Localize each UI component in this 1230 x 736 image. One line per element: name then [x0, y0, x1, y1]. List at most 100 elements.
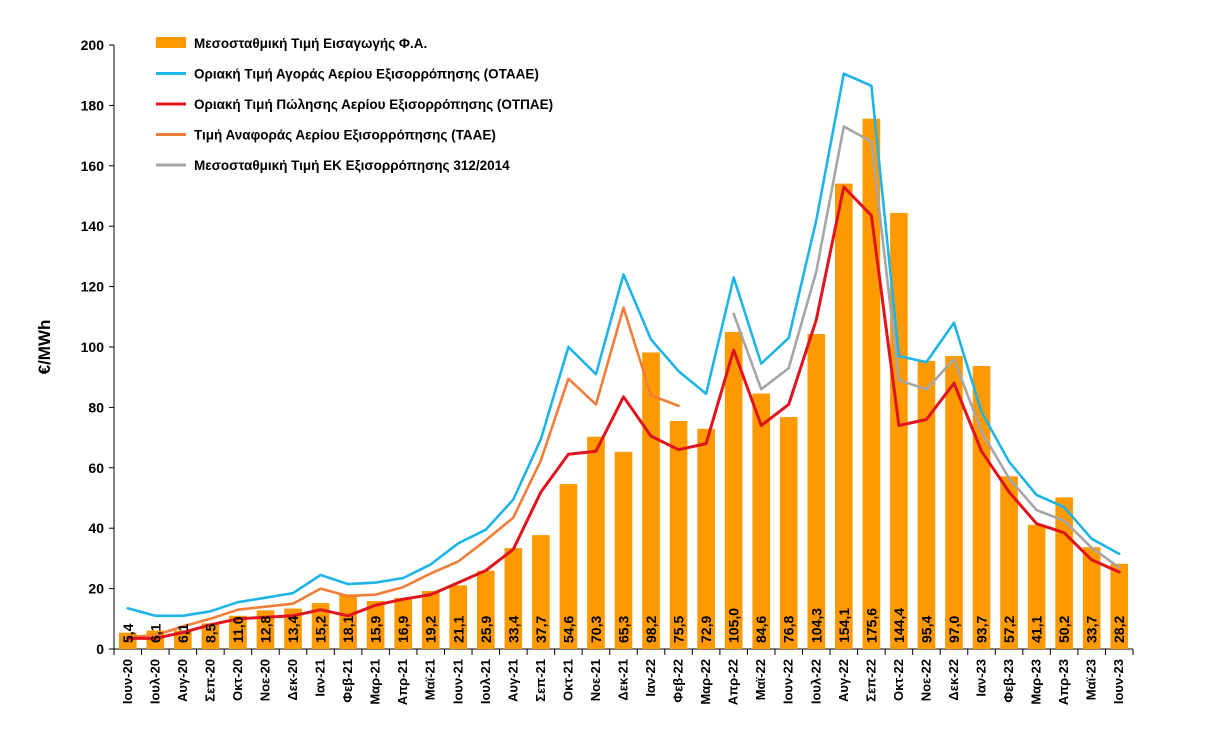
bar [229, 615, 247, 649]
bar [1082, 547, 1101, 649]
bar [559, 484, 578, 649]
bar [256, 610, 275, 649]
x-tick-label: Νοε-22 [918, 659, 933, 701]
bar-data-label: 11,0 [230, 616, 246, 643]
x-tick-label: Οκτ-22 [891, 659, 906, 701]
x-tick-label: Δεκ-20 [285, 659, 300, 701]
bar [449, 585, 468, 649]
x-tick-label: Ιουν-20 [120, 659, 135, 704]
legend-label: Τιμή Αναφοράς Αερίου Εξισορρόπησης (ΤΑΑΕ… [194, 128, 496, 143]
lines [126, 72, 1121, 640]
y-tick-label: 100 [81, 339, 105, 355]
x-tick-label: Ιαν-21 [313, 659, 328, 697]
bar-data-label: 6,1 [175, 623, 191, 643]
bar [587, 436, 605, 649]
bar-data-label: 19,2 [423, 616, 439, 643]
x-tick-label: Μαϊ-22 [753, 659, 768, 700]
bar [1027, 524, 1046, 649]
bar [1110, 563, 1129, 649]
bar [724, 331, 743, 649]
series-line [126, 72, 1121, 618]
bar [311, 603, 330, 649]
x-tick-label: Νοε-21 [588, 659, 603, 701]
bar [917, 360, 936, 649]
x-tick-label: Μαϊ-21 [423, 659, 438, 700]
bar [532, 535, 550, 649]
x-tick-label: Φεβ-21 [340, 659, 355, 703]
x-tick-label: Μαρ-22 [698, 659, 713, 705]
y-axis-label: €/MWh [35, 320, 54, 375]
x-tick-label: Οκτ-20 [230, 659, 245, 701]
bar-data-label: 76,8 [781, 616, 797, 643]
bar-data-label: 15,9 [368, 616, 384, 643]
bar-data-label: 84,6 [753, 616, 769, 643]
legend-swatch-bar [156, 37, 186, 48]
y-tick-label: 120 [81, 279, 105, 295]
series-line [126, 306, 680, 639]
x-tick-label: Νοε-20 [257, 659, 272, 701]
bar-data-label: 21,1 [450, 616, 466, 643]
bar-data-label: 98,2 [643, 616, 659, 643]
bar-data-label: 175,6 [863, 608, 879, 643]
x-tick-label: Ιαν-23 [974, 659, 989, 697]
y-tick-label: 40 [88, 520, 104, 536]
bar-data-label: 15,2 [313, 616, 329, 643]
bar [835, 183, 853, 650]
legend-label: Οριακή Τιμή Πώλησης Αερίου Εξισορρόπησης… [194, 97, 553, 112]
bar [201, 623, 220, 649]
x-tick-label: Ιουλ-21 [478, 659, 493, 704]
x-tick-label: Ιουλ-20 [147, 659, 162, 704]
bar-data-label: 16,9 [395, 616, 411, 643]
bar [945, 356, 963, 649]
x-tick-label: Ιαν-22 [643, 659, 658, 697]
y-tick-label: 20 [88, 581, 104, 597]
bar [421, 591, 440, 649]
bar [394, 597, 412, 649]
bar [779, 417, 798, 649]
bar-data-label: 50,2 [1056, 616, 1072, 643]
bar-data-label: 144,4 [891, 608, 907, 643]
bar-data-label: 41,1 [1029, 616, 1045, 643]
bar-data-label: 75,5 [671, 616, 687, 643]
bar [476, 570, 495, 649]
bar-data-label: 70,3 [588, 616, 604, 643]
x-tick-label: Αυγ-22 [836, 659, 851, 702]
bar-data-label: 33,7 [1084, 616, 1100, 643]
legend: Μεσοσταθμική Τιμή Εισαγωγής Φ.Α. Οριακή Τ… [156, 36, 553, 173]
x-tick-label: Σεπ-22 [863, 659, 878, 702]
y-tick-label: 200 [81, 37, 105, 53]
y-tick-label: 160 [81, 158, 105, 174]
bar [807, 334, 826, 649]
bar-data-label: 65,3 [616, 616, 632, 643]
bar-data-label: 28,2 [1111, 616, 1127, 643]
series-line [126, 185, 1121, 640]
bar-data-label: 154,1 [836, 608, 852, 643]
bar-data-label: 97,0 [946, 616, 962, 643]
y-tick-label: 180 [81, 97, 105, 113]
bar [697, 428, 715, 649]
bar-data-label: 18,1 [340, 616, 356, 643]
x-tick-label: Ιουν-21 [450, 659, 465, 704]
bars [118, 118, 1129, 650]
x-tick-label: Μαρ-23 [1029, 659, 1044, 705]
series-line [732, 125, 1121, 569]
bar [339, 594, 357, 649]
y-tick-label: 0 [96, 641, 104, 657]
bar [366, 600, 385, 649]
x-tick-label: Μαϊ-23 [1084, 659, 1099, 700]
legend-label: Μεσοσταθμική Τιμή Εισαγωγής Φ.Α. [194, 36, 427, 51]
bar [642, 352, 660, 649]
bar-data-label: 104,3 [808, 608, 824, 643]
x-tick-label: Αυγ-21 [505, 659, 520, 702]
x-tick-label: Μαρ-21 [368, 659, 383, 705]
x-tick-label: Απρ-21 [395, 659, 410, 705]
bar [284, 608, 302, 649]
bar-data-label: 57,2 [1001, 616, 1017, 643]
x-tick-label: Φεβ-23 [1001, 659, 1016, 703]
bar-data-label: 72,9 [698, 616, 714, 643]
bar-data-label: 8,5 [202, 623, 218, 643]
y-tick-label: 140 [81, 218, 105, 234]
bar-data-label: 33,4 [505, 616, 521, 643]
